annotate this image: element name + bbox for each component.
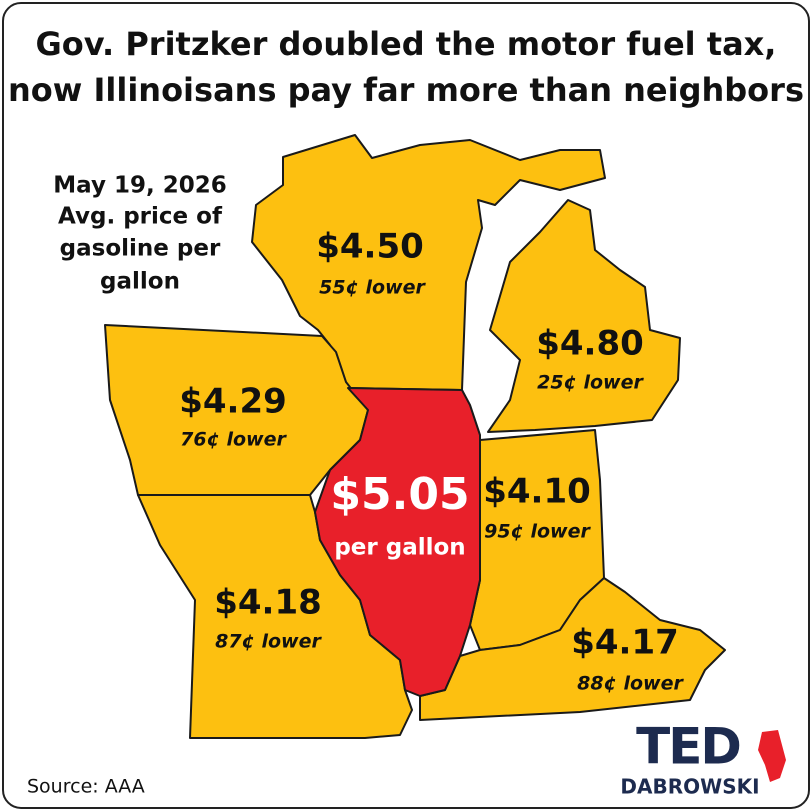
illinois: [314, 387, 481, 697]
logo-surname: DABROWSKI: [620, 775, 759, 799]
map: [104, 134, 726, 739]
subtitle-line: gasoline per: [60, 236, 221, 262]
state-difference: 95¢ lower: [484, 521, 591, 543]
illinois-price: $5.05: [330, 469, 469, 520]
illinois-unit: per gallon: [334, 535, 465, 561]
subtitle-line: May 19, 2026: [53, 173, 226, 199]
title-line: now Illinoisans pay far more than neighb…: [8, 71, 804, 109]
subtitle-line: Avg. price of: [58, 204, 223, 230]
state-difference: 55¢ lower: [319, 277, 426, 299]
state-price: $4.80: [536, 324, 644, 364]
logo-name: TED: [636, 718, 740, 776]
state-difference: 87¢ lower: [215, 631, 322, 653]
kentucky: [419, 577, 726, 721]
state-difference: 88¢ lower: [577, 673, 684, 695]
state-price: $4.10: [483, 472, 591, 512]
state-price: $4.18: [214, 583, 322, 623]
state-difference: 76¢ lower: [180, 429, 287, 451]
wisconsin: [251, 134, 606, 391]
state-difference: 25¢ lower: [537, 372, 644, 394]
title-line: Gov. Pritzker doubled the motor fuel tax…: [36, 25, 777, 63]
michigan: [487, 199, 681, 433]
subtitle-line: gallon: [100, 269, 180, 295]
state-price: $4.29: [179, 382, 287, 422]
state-price: $4.50: [316, 227, 424, 267]
source: Source: AAA: [27, 776, 145, 798]
logo-icon: [758, 730, 786, 782]
logo: TED DABROWSKI: [620, 718, 786, 799]
state-price: $4.17: [571, 623, 679, 663]
